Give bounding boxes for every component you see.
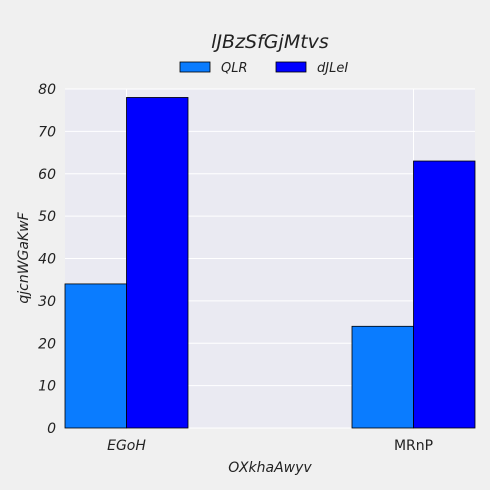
- y-tick-label: 10: [38, 379, 56, 395]
- y-tick-label: 50: [38, 209, 56, 225]
- y-tick-label: 60: [38, 167, 56, 183]
- y-tick-label: 70: [38, 124, 56, 140]
- x-axis-ticks: EGoH MRnP: [107, 438, 433, 454]
- bars: [64, 97, 476, 429]
- legend: QLR dJLeI: [179, 61, 348, 76]
- y-tick-label: 30: [38, 294, 56, 310]
- bar-QLR-MRnP: [351, 325, 414, 429]
- y-axis-label: qjcnWGaKwF: [16, 211, 32, 303]
- legend-label-djlei: dJLeI: [317, 61, 348, 76]
- y-tick-label: 0: [47, 421, 56, 437]
- legend-label-qlr: QLR: [221, 61, 248, 76]
- bar-dJLeI-MRnP: [413, 160, 476, 429]
- bar-dJLeI-EGoH: [126, 97, 189, 429]
- y-tick-label: 80: [38, 82, 56, 98]
- y-axis-ticks: 0 10 20 30 40 50 60 70 80: [38, 82, 56, 437]
- bar-QLR-EGoH: [64, 283, 127, 429]
- y-tick-label: 20: [38, 336, 56, 352]
- y-tick-label: 40: [38, 252, 56, 268]
- legend-swatch-qlr: [179, 61, 211, 73]
- x-axis-label: OXkhaAwyv: [228, 460, 312, 476]
- x-tick-label: EGoH: [107, 438, 146, 454]
- x-tick-label: MRnP: [394, 438, 433, 454]
- chart-title: lJBzSfGjMtvs: [211, 31, 329, 53]
- legend-swatch-djlei: [275, 61, 307, 73]
